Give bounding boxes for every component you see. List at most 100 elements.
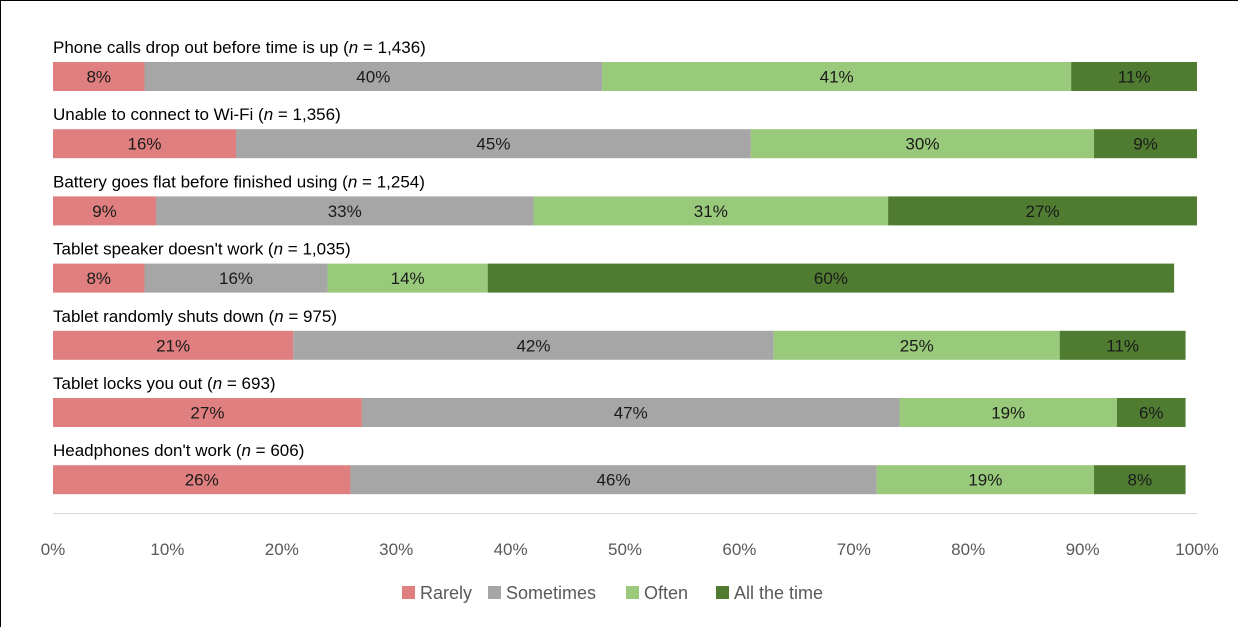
- bar-segment-rarely: [53, 398, 362, 427]
- category-n-symbol: n: [274, 240, 283, 259]
- category-name: Tablet locks you out: [53, 374, 203, 393]
- category-label: Tablet speaker doesn't work (n = 1,035): [53, 240, 351, 259]
- legend-label-all-the-time: All the time: [734, 583, 823, 603]
- category-n-symbol: n: [241, 441, 250, 460]
- x-tick-label: 40%: [494, 540, 528, 559]
- category-n-prefix: (: [263, 240, 274, 259]
- bar-segment-rarely: [53, 465, 351, 495]
- data-label-all-the-time: 11%: [1118, 68, 1151, 87]
- category-n-value: 606: [270, 441, 298, 460]
- data-label-sometimes: 40%: [356, 68, 390, 87]
- data-label-often: 14%: [391, 269, 425, 288]
- x-tick-label: 70%: [837, 540, 871, 559]
- x-tick-label: 60%: [722, 540, 756, 559]
- legend: Rarely Sometimes Often All the time: [402, 583, 823, 603]
- data-label-often: 19%: [991, 404, 1025, 423]
- data-label-all-the-time: 60%: [814, 269, 848, 288]
- legend-label-rarely: Rarely: [420, 583, 472, 603]
- data-label-rarely: 9%: [92, 202, 117, 221]
- bar-segment-rarely: [53, 129, 237, 159]
- category-n-prefix: (: [338, 38, 349, 57]
- data-label-sometimes: 45%: [476, 135, 510, 154]
- category-n-infix: =: [273, 105, 292, 124]
- category-n-value: 1,035: [302, 240, 345, 259]
- data-label-all-the-time: 11%: [1106, 336, 1139, 355]
- x-tick-label: 30%: [379, 540, 413, 559]
- bar-segment-all-the-time: [1094, 465, 1186, 495]
- category-n-infix: =: [284, 307, 303, 326]
- category-n-symbol: n: [274, 307, 283, 326]
- category-n-suffix: ): [270, 374, 276, 393]
- category-label: Unable to connect to Wi-Fi (n = 1,356): [53, 105, 341, 124]
- bar-segment-sometimes: [236, 129, 751, 159]
- data-label-often: 31%: [694, 202, 728, 221]
- category-n-infix: =: [357, 172, 376, 191]
- category-name: Tablet randomly shuts down: [53, 307, 264, 326]
- data-label-often: 41%: [820, 68, 854, 87]
- legend-swatch-sometimes: [488, 586, 501, 599]
- category-label: Battery goes flat before finished using …: [53, 172, 425, 191]
- category-n-value: 1,436: [378, 38, 421, 57]
- category-n-value: 693: [242, 374, 270, 393]
- category-n-infix: =: [222, 374, 241, 393]
- bar-segment-sometimes: [293, 330, 774, 360]
- data-label-rarely: 8%: [86, 269, 111, 288]
- category-n-prefix: (: [264, 307, 275, 326]
- data-label-all-the-time: 6%: [1139, 404, 1164, 423]
- data-label-sometimes: 47%: [614, 404, 648, 423]
- category-name: Tablet speaker doesn't work: [53, 240, 264, 259]
- category-n-suffix: ): [345, 240, 351, 259]
- data-label-all-the-time: 27%: [1026, 202, 1060, 221]
- data-label-sometimes: 42%: [516, 336, 550, 355]
- legend-swatch-all-the-time: [716, 586, 729, 599]
- category-label: Tablet randomly shuts down (n = 975): [53, 307, 337, 326]
- category-n-value: 1,254: [377, 172, 420, 191]
- x-tick-label: 0%: [41, 540, 66, 559]
- legend-swatch-often: [626, 586, 639, 599]
- bar-segment-sometimes: [144, 263, 328, 293]
- category-name: Phone calls drop out before time is up: [53, 38, 338, 57]
- data-label-all-the-time: 8%: [1128, 471, 1153, 490]
- bar-segment-often: [899, 398, 1117, 427]
- category-name: Headphones don't work: [53, 441, 232, 460]
- category-n-symbol: n: [349, 38, 358, 57]
- category-n-suffix: ): [420, 38, 426, 57]
- category-n-suffix: ): [419, 172, 425, 191]
- bar-segment-sometimes: [155, 196, 534, 226]
- x-tick-label: 90%: [1066, 540, 1100, 559]
- legend-label-sometimes: Sometimes: [506, 583, 596, 603]
- bar-segment-sometimes: [350, 465, 877, 495]
- x-tick-label: 80%: [951, 540, 985, 559]
- x-tick-label: 10%: [150, 540, 184, 559]
- category-label: Tablet locks you out (n = 693): [53, 374, 276, 393]
- data-label-rarely: 27%: [190, 404, 224, 423]
- data-label-sometimes: 46%: [597, 471, 631, 490]
- data-label-rarely: 21%: [156, 336, 190, 355]
- category-label: Phone calls drop out before time is up (…: [53, 38, 426, 57]
- bar-segment-sometimes: [361, 398, 900, 427]
- x-tick-label: 100%: [1175, 540, 1218, 559]
- category-label: Headphones don't work (n = 606): [53, 441, 304, 460]
- category-n-suffix: ): [299, 441, 305, 460]
- data-label-often: 25%: [900, 336, 934, 355]
- bar-segment-rarely: [53, 196, 156, 226]
- bars-layer: Phone calls drop out before time is up (…: [53, 38, 1197, 495]
- x-tick-label: 50%: [608, 540, 642, 559]
- category-n-prefix: (: [202, 374, 213, 393]
- category-n-value: 975: [303, 307, 331, 326]
- category-n-symbol: n: [264, 105, 273, 124]
- bar-segment-often: [750, 129, 1095, 159]
- data-label-often: 19%: [968, 471, 1002, 490]
- data-label-rarely: 8%: [86, 68, 111, 87]
- bar-segment-sometimes: [144, 62, 603, 91]
- bar-segment-all-the-time: [888, 196, 1197, 226]
- category-n-infix: =: [251, 441, 270, 460]
- category-name: Unable to connect to Wi-Fi: [53, 105, 253, 124]
- data-label-rarely: 26%: [185, 471, 219, 490]
- bar-segment-often: [876, 465, 1095, 495]
- bar-segment-rarely: [53, 62, 145, 91]
- category-n-infix: =: [358, 38, 377, 57]
- data-label-rarely: 16%: [128, 135, 162, 154]
